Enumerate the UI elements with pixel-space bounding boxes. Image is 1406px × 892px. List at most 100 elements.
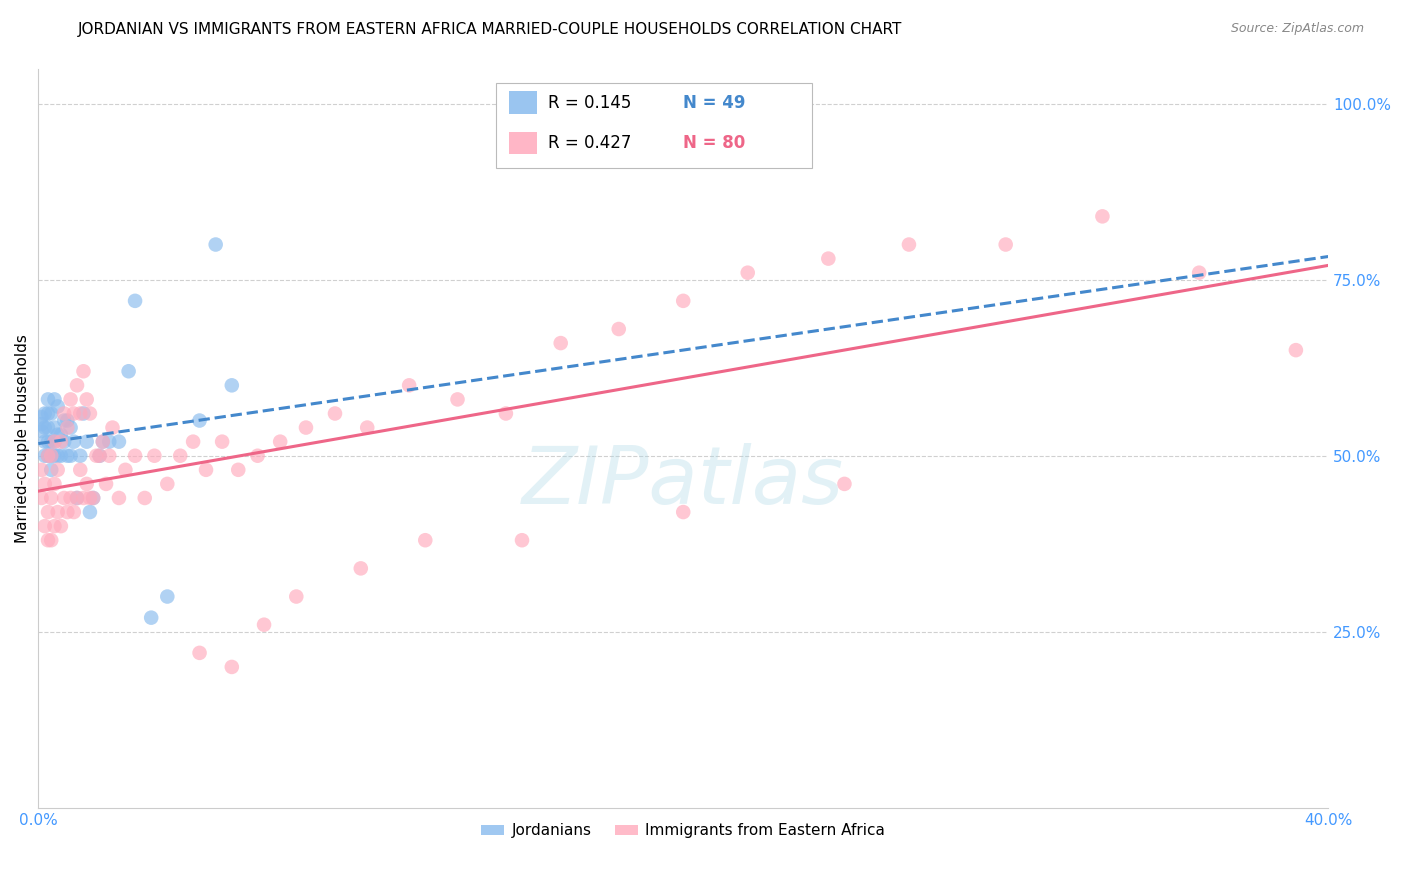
Point xyxy=(37,434,59,449)
Point xyxy=(49,434,72,449)
Point xyxy=(91,434,114,449)
Point xyxy=(1285,343,1308,358)
Point xyxy=(49,449,72,463)
Point xyxy=(62,407,84,421)
Text: JORDANIAN VS IMMIGRANTS FROM EASTERN AFRICA MARRIED-COUPLE HOUSEHOLDS CORRELATIO: JORDANIAN VS IMMIGRANTS FROM EASTERN AFR… xyxy=(77,22,901,37)
Point xyxy=(1188,266,1211,280)
Point xyxy=(124,449,146,463)
Point xyxy=(269,434,291,449)
Point xyxy=(246,449,269,463)
Text: Source: ZipAtlas.com: Source: ZipAtlas.com xyxy=(1230,22,1364,36)
Point xyxy=(737,266,759,280)
Point xyxy=(39,407,62,421)
Point xyxy=(44,519,66,533)
Point xyxy=(79,491,101,505)
Point xyxy=(195,463,218,477)
Point xyxy=(34,449,56,463)
Text: ZIPatlas: ZIPatlas xyxy=(522,443,844,522)
Point xyxy=(62,505,84,519)
Point xyxy=(56,449,79,463)
Point xyxy=(211,434,233,449)
Bar xyxy=(509,132,537,154)
Point xyxy=(39,533,62,548)
Point xyxy=(169,449,191,463)
Point xyxy=(44,434,66,449)
Point xyxy=(89,449,111,463)
Point xyxy=(44,420,66,434)
Text: N = 80: N = 80 xyxy=(683,134,745,153)
Text: R = 0.427: R = 0.427 xyxy=(548,134,631,153)
Point xyxy=(39,449,62,463)
Point xyxy=(59,420,82,434)
Point xyxy=(37,449,59,463)
Point xyxy=(37,449,59,463)
Point xyxy=(46,505,69,519)
Point xyxy=(550,336,572,351)
Point xyxy=(44,392,66,407)
Point xyxy=(66,491,89,505)
Point xyxy=(34,476,56,491)
Point xyxy=(76,392,98,407)
Point xyxy=(34,434,56,449)
Point xyxy=(44,434,66,449)
Point xyxy=(510,533,533,548)
Point xyxy=(37,407,59,421)
Legend: Jordanians, Immigrants from Eastern Africa: Jordanians, Immigrants from Eastern Afri… xyxy=(475,817,891,845)
Point xyxy=(44,449,66,463)
Point xyxy=(156,590,179,604)
Point xyxy=(31,417,53,431)
Point xyxy=(46,449,69,463)
Point xyxy=(31,491,53,505)
Point xyxy=(62,434,84,449)
Point xyxy=(134,491,156,505)
Point xyxy=(46,400,69,414)
Point xyxy=(37,533,59,548)
Point xyxy=(86,449,108,463)
Text: R = 0.145: R = 0.145 xyxy=(548,94,631,112)
Point xyxy=(39,449,62,463)
Point xyxy=(66,491,89,505)
Point xyxy=(72,407,94,421)
Point xyxy=(181,434,204,449)
Point xyxy=(124,293,146,308)
Point xyxy=(72,364,94,378)
Point xyxy=(89,449,111,463)
Point xyxy=(607,322,630,336)
Point xyxy=(37,392,59,407)
Point xyxy=(72,491,94,505)
Point xyxy=(204,237,226,252)
Point xyxy=(49,519,72,533)
Point xyxy=(94,476,117,491)
Point xyxy=(221,660,243,674)
Point xyxy=(398,378,420,392)
Point xyxy=(34,420,56,434)
Point xyxy=(253,617,276,632)
Point xyxy=(114,463,136,477)
Point xyxy=(34,519,56,533)
FancyBboxPatch shape xyxy=(496,83,813,169)
Point xyxy=(69,449,91,463)
Point xyxy=(446,392,468,407)
Y-axis label: Married-couple Households: Married-couple Households xyxy=(15,334,30,542)
Point xyxy=(1091,210,1114,224)
Point xyxy=(59,491,82,505)
Point xyxy=(672,505,695,519)
Point xyxy=(323,407,346,421)
Point xyxy=(817,252,839,266)
Point xyxy=(46,463,69,477)
Point xyxy=(82,491,104,505)
Point xyxy=(108,491,131,505)
Point xyxy=(413,533,436,548)
Point xyxy=(98,434,121,449)
Point xyxy=(101,420,124,434)
Point xyxy=(31,424,53,438)
Point xyxy=(108,434,131,449)
Point xyxy=(37,505,59,519)
Point xyxy=(59,449,82,463)
Point xyxy=(37,420,59,434)
Point xyxy=(226,463,249,477)
Point xyxy=(143,449,166,463)
Point xyxy=(59,392,82,407)
Point xyxy=(69,463,91,477)
Point xyxy=(350,561,373,575)
